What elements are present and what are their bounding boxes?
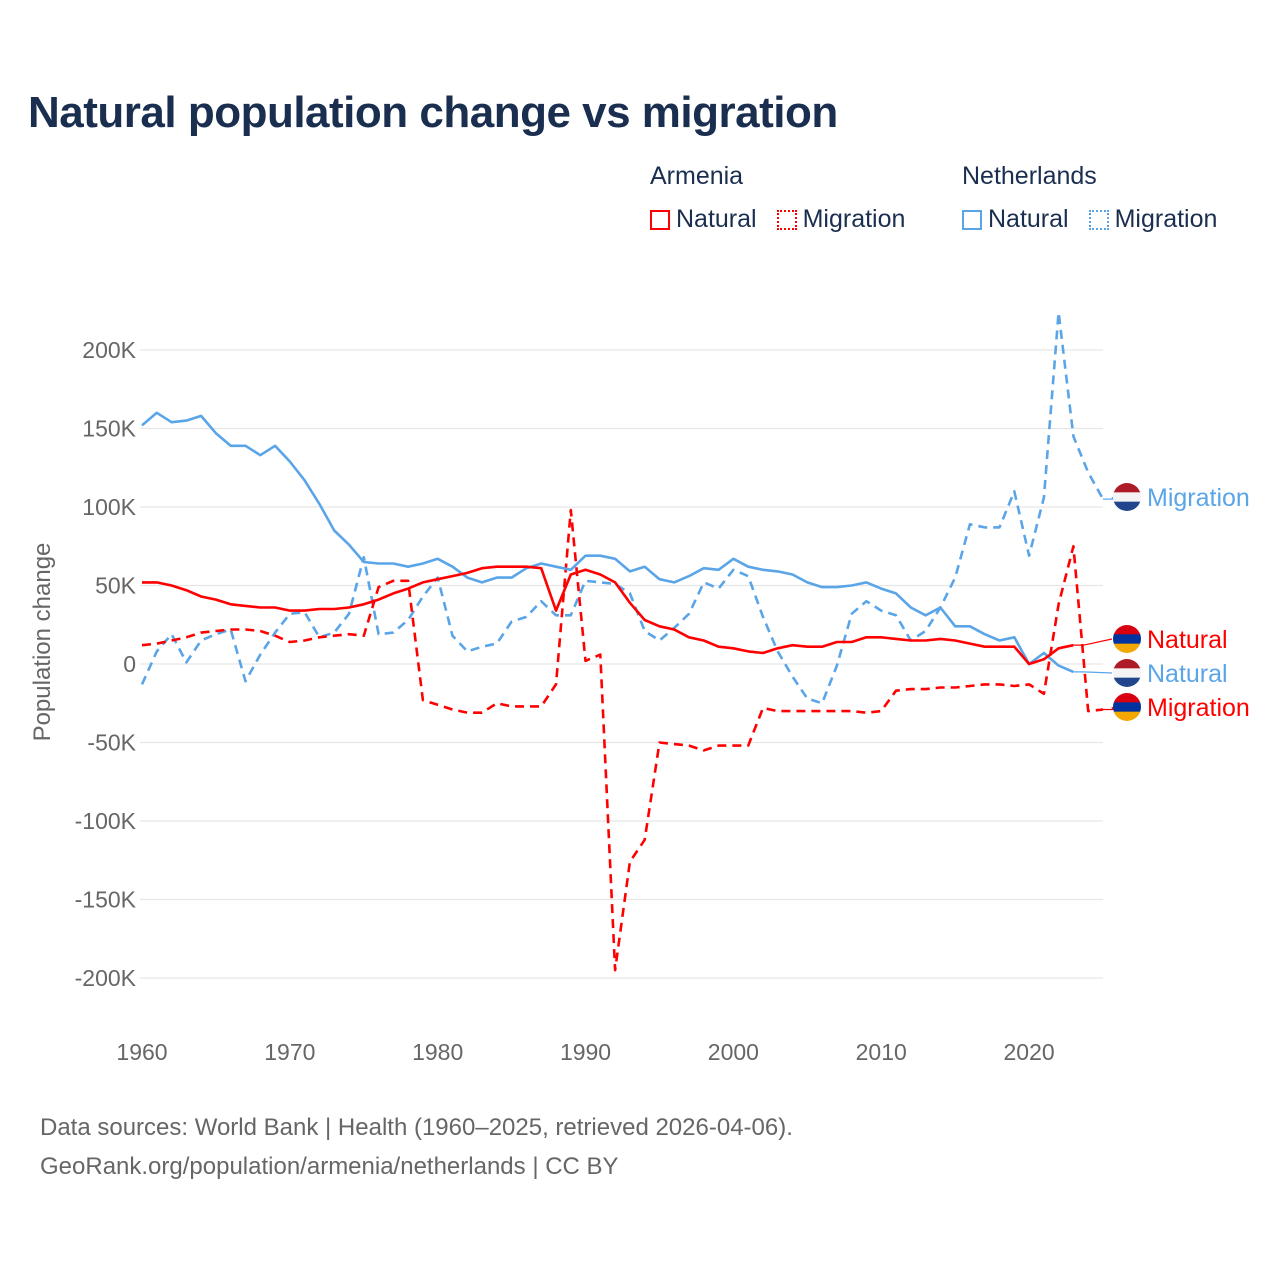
source-link[interactable]: GeoRank.org/population/armenia/netherlan… <box>40 1153 619 1180</box>
series-end-label: Natural <box>1147 660 1228 688</box>
y-tick-label: -100K <box>75 808 137 834</box>
legend-label: Natural <box>676 205 757 233</box>
series-end-label: Migration <box>1147 694 1250 722</box>
y-tick-label: -200K <box>75 965 137 991</box>
footer: Data sources: World Bank | Health (1960–… <box>40 1108 793 1186</box>
legend-item-armenia-natural[interactable]: Natural <box>650 205 757 234</box>
x-tick-label: 1980 <box>412 1039 463 1065</box>
series-end-label: Migration <box>1147 484 1250 512</box>
y-axis-label: Population change <box>29 543 56 742</box>
x-tick-label: 1990 <box>560 1039 611 1065</box>
series-end-label: Natural <box>1147 626 1228 654</box>
armenia-flag-icon <box>1113 693 1141 721</box>
netherlands-flag-icon <box>1113 483 1141 511</box>
y-tick-label: -150K <box>75 887 137 913</box>
legend-group-title: Armenia <box>650 162 744 190</box>
legend-label: Migration <box>802 205 906 233</box>
dotted-swatch-icon <box>776 209 797 230</box>
legend-group-armenia: Armenia Natural Migration <box>650 162 905 234</box>
y-tick-label: 50K <box>95 573 137 599</box>
label-connector <box>1103 496 1114 500</box>
label-connector <box>1073 638 1113 646</box>
x-tick-label: 1970 <box>264 1039 315 1065</box>
series-line-armenia-natural[interactable] <box>142 565 1074 666</box>
armenia-flag-icon <box>1113 625 1141 653</box>
legend-group-netherlands: Netherlands Natural Migration <box>962 162 1217 234</box>
chart-title: Natural population change vs migration <box>28 88 838 137</box>
y-tick-label: 150K <box>82 416 136 442</box>
series-line-netherlands-migration[interactable] <box>140 311 1105 705</box>
solid-swatch-icon <box>962 209 982 230</box>
x-tick-label: 2020 <box>1003 1039 1054 1065</box>
legend-label: Natural <box>988 205 1069 233</box>
y-tick-label: 0 <box>123 651 136 677</box>
series-line-netherlands-natural[interactable] <box>141 411 1074 674</box>
series-line-armenia-migration[interactable] <box>141 508 1104 972</box>
x-tick-label: 2000 <box>708 1039 759 1065</box>
x-tick-label: 1960 <box>116 1039 167 1065</box>
y-tick-label: 200K <box>82 337 136 363</box>
netherlands-flag-icon <box>1113 659 1141 687</box>
legend-item-netherlands-migration[interactable]: Migration <box>1088 205 1218 234</box>
legend-label: Migration <box>1114 205 1218 233</box>
label-connector <box>1103 706 1114 711</box>
solid-swatch-icon <box>650 209 670 230</box>
x-tick-label: 2010 <box>856 1039 907 1065</box>
y-tick-label: 100K <box>82 494 136 520</box>
data-source-note: Data sources: World Bank | Health (1960–… <box>40 1114 793 1141</box>
y-tick-label: -50K <box>87 730 136 756</box>
label-connector <box>1073 671 1113 674</box>
legend-item-armenia-migration[interactable]: Migration <box>776 205 906 234</box>
legend-item-netherlands-natural[interactable]: Natural <box>962 205 1069 234</box>
legend-group-title: Netherlands <box>962 162 1097 190</box>
dotted-swatch-icon <box>1088 209 1109 230</box>
